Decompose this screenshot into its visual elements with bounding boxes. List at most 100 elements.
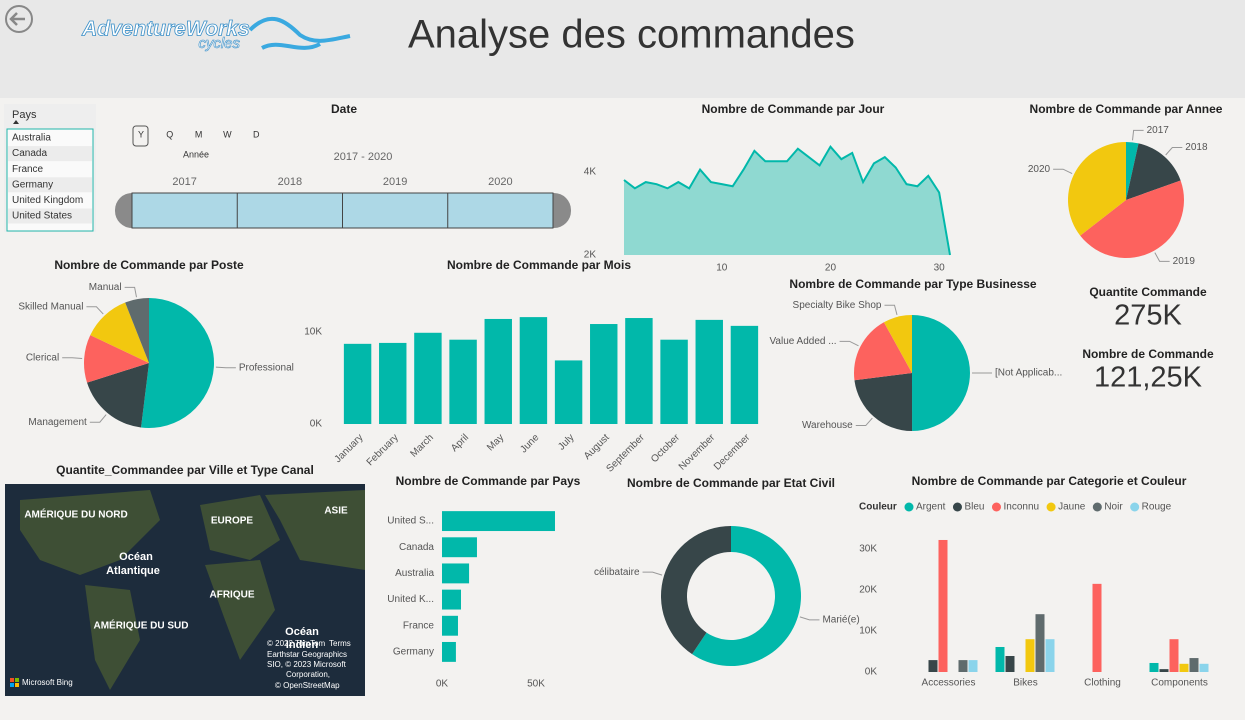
map-attribution: © OpenStreetMap [275,681,340,690]
legend-label[interactable]: Argent [916,502,946,513]
bar[interactable] [730,325,759,424]
pie-slice[interactable] [1126,143,1181,200]
level-option[interactable]: M [195,129,203,139]
legend-label[interactable]: Jaune [1058,502,1086,513]
bar[interactable] [414,332,442,424]
chart-title: Nombre de Commande par Poste [54,258,244,272]
page-title: Analyse des commandes [408,13,855,57]
map-label: Indien [286,639,319,651]
bar[interactable] [695,319,723,424]
leader-line [1165,147,1183,156]
level-selected[interactable] [132,125,149,147]
pie-slice[interactable] [83,335,149,383]
bar[interactable] [1035,614,1045,672]
pie-slice[interactable] [90,302,149,363]
year-label: 2017 [172,176,196,188]
bar[interactable] [928,660,938,672]
bar[interactable] [484,318,512,424]
slice-label: Marié(e) [822,614,859,625]
chart-title: Nombre de Commande par Categorie et Coul… [912,474,1187,488]
pie-slice[interactable] [1126,142,1139,200]
slice-label: Manual [89,282,122,293]
level-option[interactable]: W [223,129,232,139]
bing-logo [10,678,19,687]
bar[interactable] [938,539,948,672]
level-option[interactable]: D [253,129,260,139]
pie-slice[interactable] [854,322,912,381]
bar[interactable] [1025,639,1035,672]
map-attribution: Earthstar Geographics [267,650,347,659]
pie-slice[interactable] [660,526,731,655]
slice-label: [Not Applicab... [995,368,1062,379]
bar[interactable] [995,646,1005,672]
slicer-item[interactable]: United States [12,211,72,222]
pie-slice[interactable] [1080,180,1184,259]
legend-label[interactable]: Rouge [1142,502,1172,513]
legend-label[interactable]: Inconnu [1003,502,1039,513]
slicer-item[interactable]: Germany [12,179,53,190]
bar[interactable] [1189,658,1199,672]
bar[interactable] [442,615,458,636]
pie-slice[interactable] [141,298,214,428]
bar[interactable] [379,342,407,424]
bar[interactable] [1045,639,1055,672]
bar[interactable] [625,318,653,424]
level-option[interactable]: Q [166,129,173,139]
area-line [623,144,951,256]
card-value: 275K [1114,300,1182,332]
bar[interactable] [1179,663,1189,672]
map-label: Océan [285,626,319,638]
bar[interactable] [442,589,461,610]
x-tick-label: Components [1151,678,1208,689]
pie-slice[interactable] [912,315,970,431]
map-provider: Microsoft Bing [22,678,73,687]
logo: AdventureWorks [81,18,250,41]
bar[interactable] [442,537,477,558]
bar[interactable] [958,660,968,672]
back-circle[interactable] [5,5,33,33]
card-value: 121,25K [1094,362,1203,394]
bar[interactable] [1149,662,1159,672]
bar[interactable] [343,343,372,424]
bar[interactable] [442,511,555,532]
bar[interactable] [519,317,548,424]
level-option[interactable]: Y [138,129,144,139]
pie-slice[interactable] [854,373,913,431]
leader-line [799,616,820,621]
bar[interactable] [449,339,477,424]
slice-label: Clerical [26,352,59,363]
bar[interactable] [660,339,688,424]
pie-slice[interactable] [692,526,801,666]
date-range: 2017 - 2020 [334,151,393,163]
bar[interactable] [442,641,456,662]
slicer-item[interactable]: Canada [12,148,47,159]
bar[interactable] [1199,663,1209,672]
pie-slice[interactable] [883,315,912,373]
bar[interactable] [1169,639,1179,672]
bar[interactable] [1092,583,1102,672]
y-tick-label: 10K [304,326,322,337]
logo-square [10,678,14,682]
slicer-item[interactable]: Australia [12,133,51,144]
x-tick-label: 20 [825,263,837,274]
pie-slice[interactable] [87,363,149,428]
slice-label: 2019 [1173,256,1196,267]
bar[interactable] [968,660,978,672]
slicer-item[interactable]: United Kingdom [12,195,83,206]
y-tick-label: United K... [387,594,434,605]
bar[interactable] [1159,669,1169,672]
year-label: 2019 [383,176,407,188]
bar[interactable] [442,563,470,584]
bar[interactable] [1005,656,1015,672]
back-arrow[interactable] [9,12,25,26]
pie-slice[interactable] [1067,142,1126,236]
legend-label[interactable]: Noir [1104,502,1123,513]
bar[interactable] [590,324,618,424]
slicer-item[interactable]: France [12,164,44,175]
legend-label[interactable]: Bleu [964,502,984,513]
back-button[interactable] [5,5,33,33]
card-label: Quantite Commande [1089,285,1207,299]
pie-slice[interactable] [125,298,149,363]
chart-title: Nombre de Commande par Pays [396,474,581,488]
bar[interactable] [554,360,583,424]
